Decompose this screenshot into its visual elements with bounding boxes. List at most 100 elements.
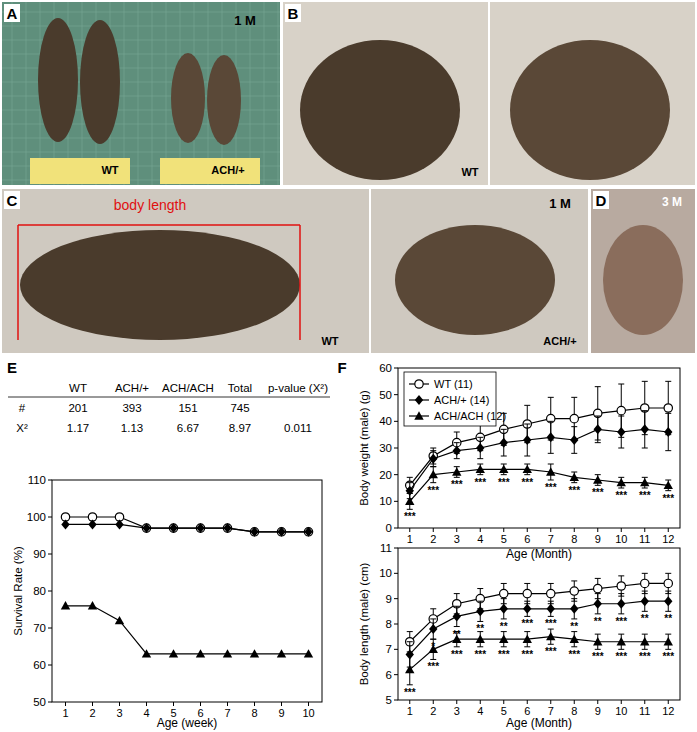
marker [617, 582, 625, 590]
x-axis-label: Age (week) [157, 716, 218, 730]
y-axis-label: Body weight (male) (g) [358, 390, 370, 506]
x-tick-label: 6 [524, 533, 530, 545]
x-tick-label: 10 [615, 533, 627, 545]
marker [617, 637, 626, 645]
x-tick [281, 702, 282, 706]
legend-marker [415, 380, 423, 388]
x-axis-label: Age (Month) [506, 547, 572, 561]
x-axis-label: Age (Month) [506, 716, 572, 730]
photo-label: 3 M [662, 195, 682, 209]
significance: *** [662, 493, 674, 504]
x-tick [527, 528, 528, 532]
marker [405, 497, 414, 505]
marker [664, 579, 672, 587]
mat-grid [264, 2, 265, 185]
y-tick [394, 474, 398, 475]
table-cell: 201 [68, 402, 87, 414]
significance: *** [615, 490, 627, 501]
marker [640, 478, 649, 486]
annotations: ****************************************… [404, 613, 674, 697]
x-tick-label: 9 [595, 533, 601, 545]
table-header: p-value (X²) [268, 382, 328, 394]
panel-letter: C [7, 192, 18, 209]
y-tick [48, 591, 52, 592]
table-header: WT [69, 382, 87, 394]
marker [640, 637, 649, 645]
significance: *** [615, 616, 627, 627]
significance: *** [545, 646, 557, 657]
photo-label: ACH/+ [543, 335, 576, 347]
x-tick-label: 2 [89, 707, 95, 719]
marker [641, 596, 649, 606]
mouse [207, 55, 241, 145]
y-tick [48, 702, 52, 703]
y-tick-label: 40 [379, 415, 392, 427]
y-tick [394, 573, 398, 574]
y-tick-label: 70 [33, 622, 46, 634]
mat-grid [278, 2, 279, 185]
x-tick [480, 528, 481, 532]
paper-label [30, 158, 130, 184]
y-tick [394, 421, 398, 422]
table-rule [8, 397, 330, 398]
table-cell: 1.13 [121, 422, 143, 434]
x-tick [173, 702, 174, 706]
x-tick [409, 700, 410, 704]
marker [476, 443, 484, 453]
series-line [410, 637, 669, 670]
x-tick-label: 3 [116, 707, 122, 719]
panel-letter: E [7, 359, 17, 376]
significance: *** [474, 477, 486, 488]
marker [593, 637, 602, 645]
plot-data [405, 573, 673, 684]
marker [223, 649, 232, 657]
x-tick-label: 10 [302, 707, 314, 719]
marker [277, 527, 285, 537]
significance: ** [453, 629, 461, 640]
x-tick-label: 12 [662, 705, 674, 717]
paper-label [160, 158, 260, 184]
panel-letter: A [7, 5, 18, 22]
significance: *** [545, 618, 557, 629]
y-tick-label: 30 [379, 442, 392, 454]
y-tick [394, 394, 398, 395]
photo-background [2, 2, 280, 185]
x-tick [146, 702, 147, 706]
photo-background [283, 2, 695, 185]
x-tick [644, 528, 645, 532]
significance: *** [615, 651, 627, 662]
y-tick [394, 368, 398, 369]
y-tick-label: 60 [379, 362, 392, 374]
x-tick [668, 528, 669, 532]
marker [304, 528, 312, 536]
marker [250, 528, 258, 536]
x-tick [200, 702, 201, 706]
marker [500, 604, 508, 614]
x-tick-label: 8 [571, 705, 577, 717]
x-tick [621, 700, 622, 704]
x-tick-label: 7 [224, 707, 230, 719]
significance: * [431, 641, 435, 652]
x-tick [597, 700, 598, 704]
y-tick [48, 480, 52, 481]
significance: *** [404, 511, 416, 522]
marker [523, 435, 531, 445]
panel-letter: F [337, 359, 346, 376]
photo-label: WT [321, 335, 338, 347]
marker [142, 524, 150, 532]
y-tick [394, 649, 398, 650]
marker [250, 649, 259, 657]
mat-grid [2, 152, 280, 153]
marker [664, 637, 673, 645]
significance: *** [474, 649, 486, 660]
significance: *** [451, 649, 463, 660]
legend-marker [414, 411, 423, 419]
marker [196, 523, 204, 533]
marker [115, 616, 124, 624]
x-tick [550, 700, 551, 704]
x-tick [597, 528, 598, 532]
y-tick [394, 674, 398, 675]
marker [570, 635, 579, 643]
y-tick-label: 9 [386, 593, 392, 605]
marker [196, 524, 204, 532]
